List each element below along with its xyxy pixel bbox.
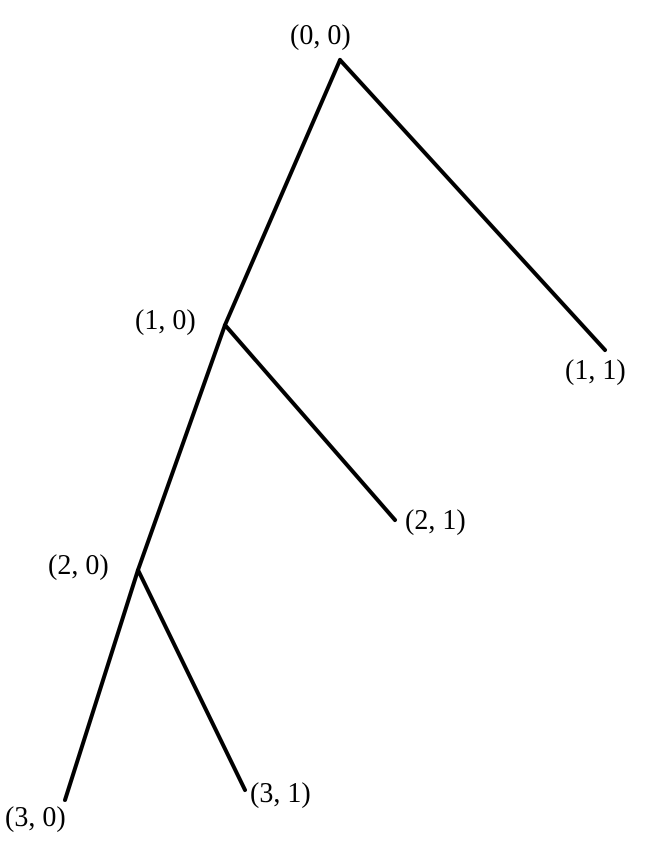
tree-edge bbox=[225, 325, 395, 520]
tree-edge bbox=[138, 325, 225, 570]
tree-diagram bbox=[0, 0, 667, 867]
tree-node-label: (2, 0) bbox=[48, 550, 109, 582]
tree-edge bbox=[340, 60, 605, 350]
tree-edge bbox=[65, 570, 138, 800]
tree-node-label: (1, 1) bbox=[565, 355, 626, 387]
tree-node-label: (1, 0) bbox=[135, 305, 196, 337]
tree-node-label: (0, 0) bbox=[290, 20, 351, 52]
tree-node-label: (2, 1) bbox=[405, 505, 466, 537]
tree-edge bbox=[225, 60, 340, 325]
tree-node-label: (3, 0) bbox=[5, 802, 66, 834]
tree-edge bbox=[138, 570, 245, 790]
tree-node-label: (3, 1) bbox=[250, 778, 311, 810]
